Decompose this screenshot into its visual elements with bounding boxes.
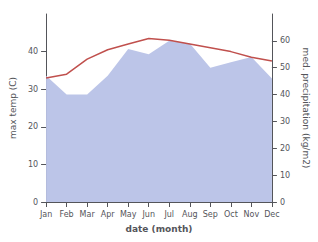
svg-text:10: 10	[280, 171, 290, 180]
svg-text:Sep: Sep	[203, 210, 218, 219]
svg-text:max temp (C): max temp (C)	[8, 77, 18, 139]
svg-text:20: 20	[280, 144, 290, 153]
svg-text:20: 20	[28, 122, 38, 131]
svg-text:med. precipitation (kg/m2): med. precipitation (kg/m2)	[301, 48, 311, 169]
svg-text:Feb: Feb	[60, 210, 74, 219]
svg-text:40: 40	[28, 47, 38, 56]
svg-text:Jun: Jun	[141, 210, 155, 219]
svg-text:60: 60	[280, 36, 290, 45]
svg-text:Oct: Oct	[224, 210, 238, 219]
svg-text:Mar: Mar	[80, 210, 96, 219]
svg-text:50: 50	[280, 63, 290, 72]
svg-text:0: 0	[280, 198, 285, 207]
svg-text:10: 10	[28, 160, 38, 169]
svg-text:Dec: Dec	[264, 210, 279, 219]
svg-text:Aug: Aug	[182, 210, 198, 219]
svg-text:date (month): date (month)	[126, 224, 193, 234]
svg-text:40: 40	[280, 90, 290, 99]
svg-text:May: May	[120, 210, 137, 219]
svg-text:30: 30	[28, 85, 38, 94]
svg-text:Jul: Jul	[163, 210, 174, 219]
svg-text:Jan: Jan	[39, 210, 52, 219]
svg-text:Nov: Nov	[244, 210, 260, 219]
svg-text:30: 30	[280, 117, 290, 126]
svg-text:0: 0	[33, 198, 38, 207]
svg-text:Apr: Apr	[101, 210, 116, 219]
